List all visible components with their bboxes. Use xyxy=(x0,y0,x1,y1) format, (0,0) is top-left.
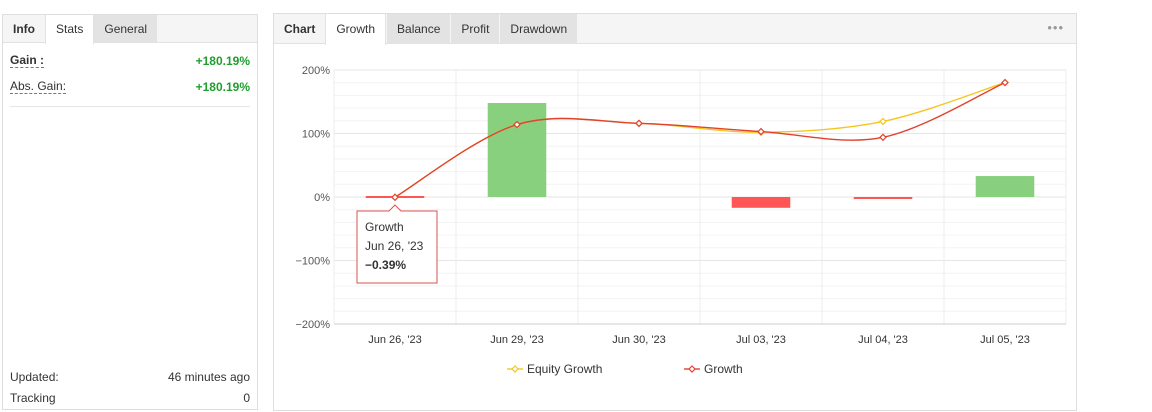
chart-tabs: Chart Growth Balance Profit Drawdown ••• xyxy=(274,14,1076,45)
growth-chart: 200% 100% 0% −100% −200% Jun 26, '23 Jun 29, '… xyxy=(295,65,1067,376)
tab-general[interactable]: General xyxy=(94,15,158,42)
data-point xyxy=(635,119,643,128)
tab-drawdown[interactable]: Drawdown xyxy=(500,14,578,43)
x-tick-label: Jun 29, '23 xyxy=(490,334,543,346)
tracking-label: Tracking xyxy=(10,391,56,405)
legend-label[interactable]: Growth xyxy=(704,362,743,376)
y-tick-label: 100% xyxy=(302,129,330,141)
tab-profit[interactable]: Profit xyxy=(451,14,500,43)
updated-label: Updated: xyxy=(10,370,59,384)
y-tick-label: 0% xyxy=(314,192,330,204)
tooltip-box xyxy=(356,204,438,284)
stats-tabs: Info Stats General xyxy=(3,15,257,44)
data-point xyxy=(879,117,887,126)
data-point xyxy=(1001,78,1009,87)
chart-panel: Chart Growth Balance Profit Drawdown •••… xyxy=(273,13,1077,411)
x-tick-label: Jul 05, '23 xyxy=(980,334,1030,346)
stats-panel: Info Stats General Gain : +180.19% Abs. … xyxy=(2,14,258,410)
y-tick-label: −100% xyxy=(295,256,330,268)
legend-marker xyxy=(688,365,696,373)
growth-bar xyxy=(487,103,547,197)
gain-value: +180.19% xyxy=(195,54,250,68)
growth-bar xyxy=(731,197,791,208)
abs-gain-value: +180.19% xyxy=(195,80,250,94)
updated-row: Updated: 46 minutes ago xyxy=(10,370,250,384)
growth-line xyxy=(394,81,1006,198)
x-tick-label: Jul 03, '23 xyxy=(736,334,786,346)
tooltip-series: Growth xyxy=(365,220,404,234)
legend-label[interactable]: Equity Growth xyxy=(527,362,602,376)
tab-balance[interactable]: Balance xyxy=(387,14,451,43)
abs-gain-row: Abs. Gain: +180.19% xyxy=(10,80,250,94)
data-point xyxy=(879,133,887,142)
legend-marker xyxy=(511,365,519,373)
growth-bar xyxy=(853,197,913,199)
data-point xyxy=(757,127,765,136)
tracking-row: Tracking 0 xyxy=(10,391,250,405)
y-tick-label: −200% xyxy=(295,319,330,331)
tab-stats[interactable]: Stats xyxy=(45,15,95,44)
gain-row: Gain : +180.19% xyxy=(10,54,250,68)
gain-label[interactable]: Gain : xyxy=(10,53,45,68)
growth-bar xyxy=(975,176,1035,197)
tab-info[interactable]: Info xyxy=(3,15,45,42)
x-tick-label: Jul 04, '23 xyxy=(858,334,908,346)
abs-gain-label[interactable]: Abs. Gain: xyxy=(10,79,67,94)
tooltip-date: Jun 26, '23 xyxy=(365,239,424,253)
tracking-value: 0 xyxy=(243,391,250,405)
tab-growth[interactable]: Growth xyxy=(325,14,387,45)
updated-value: 46 minutes ago xyxy=(167,370,250,384)
data-point xyxy=(513,120,521,129)
stats-divider xyxy=(10,106,250,107)
data-point xyxy=(391,193,399,202)
tooltip-value: −0.39% xyxy=(365,258,406,272)
chart-label: Chart xyxy=(274,14,326,43)
more-icon[interactable]: ••• xyxy=(1047,20,1064,35)
x-tick-label: Jun 26, '23 xyxy=(368,334,421,346)
y-tick-label: 200% xyxy=(302,65,330,77)
x-tick-label: Jun 30, '23 xyxy=(612,334,665,346)
